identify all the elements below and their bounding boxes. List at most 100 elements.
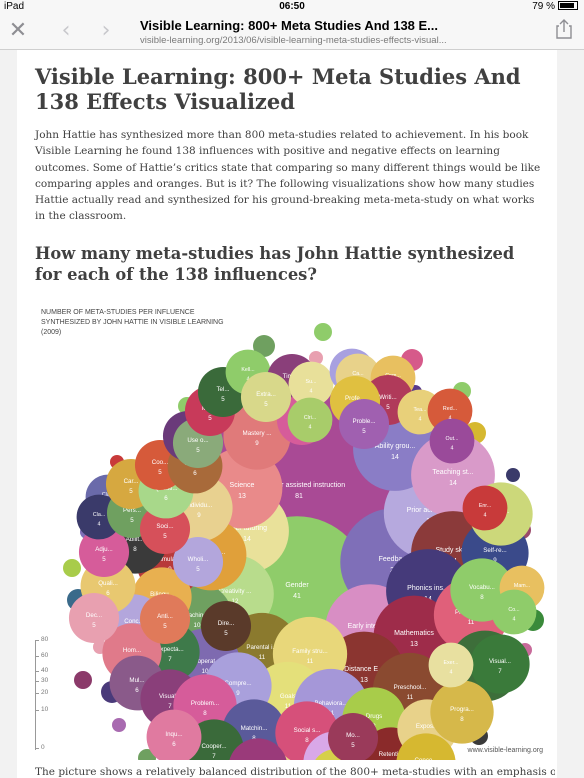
bubble-value: 9: [236, 690, 240, 697]
url-bar[interactable]: visible-learning.org/2013/06/visible-lea…: [140, 35, 447, 46]
bubble-label: Su...: [306, 379, 317, 385]
bubble-label: Out...: [446, 436, 459, 442]
bubble-circle: [229, 738, 287, 760]
influence-bubble[interactable]: Adju... 5: [78, 526, 130, 578]
influence-bubble[interactable]: Dire... 5: [200, 600, 252, 652]
bubble-circle: [429, 418, 475, 464]
influence-bubble[interactable]: Anti... 5: [139, 593, 191, 645]
article-title: Visible Learning: 800+ Meta Studies And …: [35, 64, 521, 114]
influence-bubble[interactable]: Motiva...7: [228, 738, 287, 760]
bubble-label: Social s...: [294, 727, 321, 734]
influence-bubble[interactable]: Wholi... 5: [172, 536, 224, 588]
bubble-circle: [470, 634, 530, 694]
scale-tick: [35, 640, 39, 641]
influence-bubble[interactable]: Visual... 7: [470, 634, 530, 694]
bubble-label: Progra...: [450, 706, 474, 713]
bubble-label: Simulati...: [156, 556, 183, 563]
bubble-label: Dire...: [218, 620, 235, 627]
influence-bubble[interactable]: Proble... 5: [338, 398, 390, 450]
influence-bubble[interactable]: Mo... 5: [327, 712, 379, 760]
influence-bubble[interactable]: Co... 4: [491, 589, 537, 635]
bubble-label: Parental i...: [246, 644, 278, 651]
bubble-label: Coo...: [152, 459, 169, 466]
bubble-value: 5: [224, 630, 228, 637]
bubble-label: Self-re...: [483, 547, 507, 554]
bubble-label: Ability grou...: [375, 443, 416, 450]
bubble-value: 5: [264, 401, 268, 408]
bubble-value: 14: [391, 454, 399, 461]
bubble-label: Conc...: [124, 618, 144, 625]
bubble-value: 4: [513, 616, 516, 622]
bubble-label: Preschool...: [394, 684, 427, 691]
bubble-value: 4: [98, 521, 101, 527]
bubble-value: 5: [92, 622, 96, 629]
bubble-value: 8: [480, 594, 484, 601]
bubble-value: 11: [407, 694, 414, 701]
bubble-value: 4: [247, 376, 250, 382]
back-icon[interactable]: ‹: [61, 18, 71, 43]
bubble-label: Family stru...: [292, 648, 328, 655]
bubble-value: 9: [197, 512, 201, 519]
bubble-label: Creativity ...: [219, 588, 252, 595]
bubble-value: 11: [307, 658, 314, 665]
bubble-value: 81: [295, 493, 303, 500]
bubble-label: Quali...: [98, 580, 118, 587]
influence-bubble[interactable]: Conce...7: [396, 733, 456, 760]
bubble-label: Mastery ...: [243, 430, 272, 437]
bubble-circle: [327, 712, 379, 760]
bubble-label: Computer assisted instruction: [253, 482, 345, 489]
battery-indicator: 79 %: [532, 1, 578, 12]
bubble-label: Inqu...: [165, 731, 182, 738]
bubble-label: Goals: [280, 693, 296, 700]
bubble-label: Study skills: [435, 547, 471, 554]
bubble-label: Mo...: [346, 732, 360, 739]
bubble-label: Peer tutoring: [227, 525, 267, 532]
bubble-label: Use o...: [187, 437, 209, 444]
bubble-label: Dec...: [86, 612, 102, 619]
influence-bubble[interactable]: Inqu... 6: [146, 709, 202, 760]
scale-tick-label: 20: [41, 689, 49, 696]
bubble-value: 9: [255, 440, 259, 447]
bubble-label: Mam...: [514, 583, 530, 589]
bubble-label: Drugs: [366, 713, 383, 720]
influence-bubble[interactable]: Su... 4: [288, 361, 334, 407]
influence-bubble[interactable]: Dec... 5: [68, 592, 120, 644]
scale-tick-label: 40: [41, 667, 49, 674]
filler-bubble: [309, 351, 323, 365]
bubble-label: Exer...: [443, 660, 458, 666]
bubble-label: Early interve...: [348, 623, 393, 630]
forward-icon[interactable]: ›: [101, 18, 111, 43]
bubble-circle: [287, 397, 333, 443]
bubble-value: 7: [168, 703, 172, 710]
influence-bubble[interactable]: Exer... 4: [428, 642, 474, 688]
bubble-label: Expecta...: [156, 646, 184, 653]
bubble-label: Teaching...: [182, 612, 212, 619]
bubble-value: 9: [493, 557, 497, 564]
share-icon[interactable]: [552, 19, 576, 43]
influence-bubble[interactable]: Soci... 5: [139, 503, 191, 555]
bubble-value: 4: [309, 424, 312, 430]
bubble-value: 4: [451, 445, 454, 451]
close-icon[interactable]: ✕: [8, 18, 28, 43]
bubble-label: Kell...: [241, 367, 254, 373]
bubble-value: 41: [293, 593, 301, 600]
browser-nav-bar: ✕ ‹ › Visible Learning: 800+ Meta Studie…: [0, 14, 584, 50]
scale-tick-label: 0: [41, 744, 45, 751]
bubble-value: 13: [238, 493, 246, 500]
influence-bubble[interactable]: Progra... 8: [430, 680, 494, 744]
influence-bubble[interactable]: Clri... 4: [287, 397, 333, 443]
bubble-label: Car...: [124, 478, 139, 485]
filler-bubble: [314, 323, 332, 341]
bubble-label: Wholi...: [188, 556, 209, 563]
bubble-circle: [428, 642, 474, 688]
bubble-label: Teaching st...: [432, 469, 473, 476]
bubble-value: 10: [194, 622, 201, 629]
bubble-label: Anti...: [157, 613, 173, 620]
bubble-label: Adju...: [95, 546, 113, 553]
influence-bubble[interactable]: Enr... 4: [462, 485, 508, 531]
bubble-circle: [68, 592, 120, 644]
scale-tick-label: 30: [41, 677, 49, 684]
influence-bubble[interactable]: Extra... 5: [240, 371, 292, 423]
clock: 06:50: [279, 1, 305, 12]
influence-bubble[interactable]: Out... 4: [429, 418, 475, 464]
